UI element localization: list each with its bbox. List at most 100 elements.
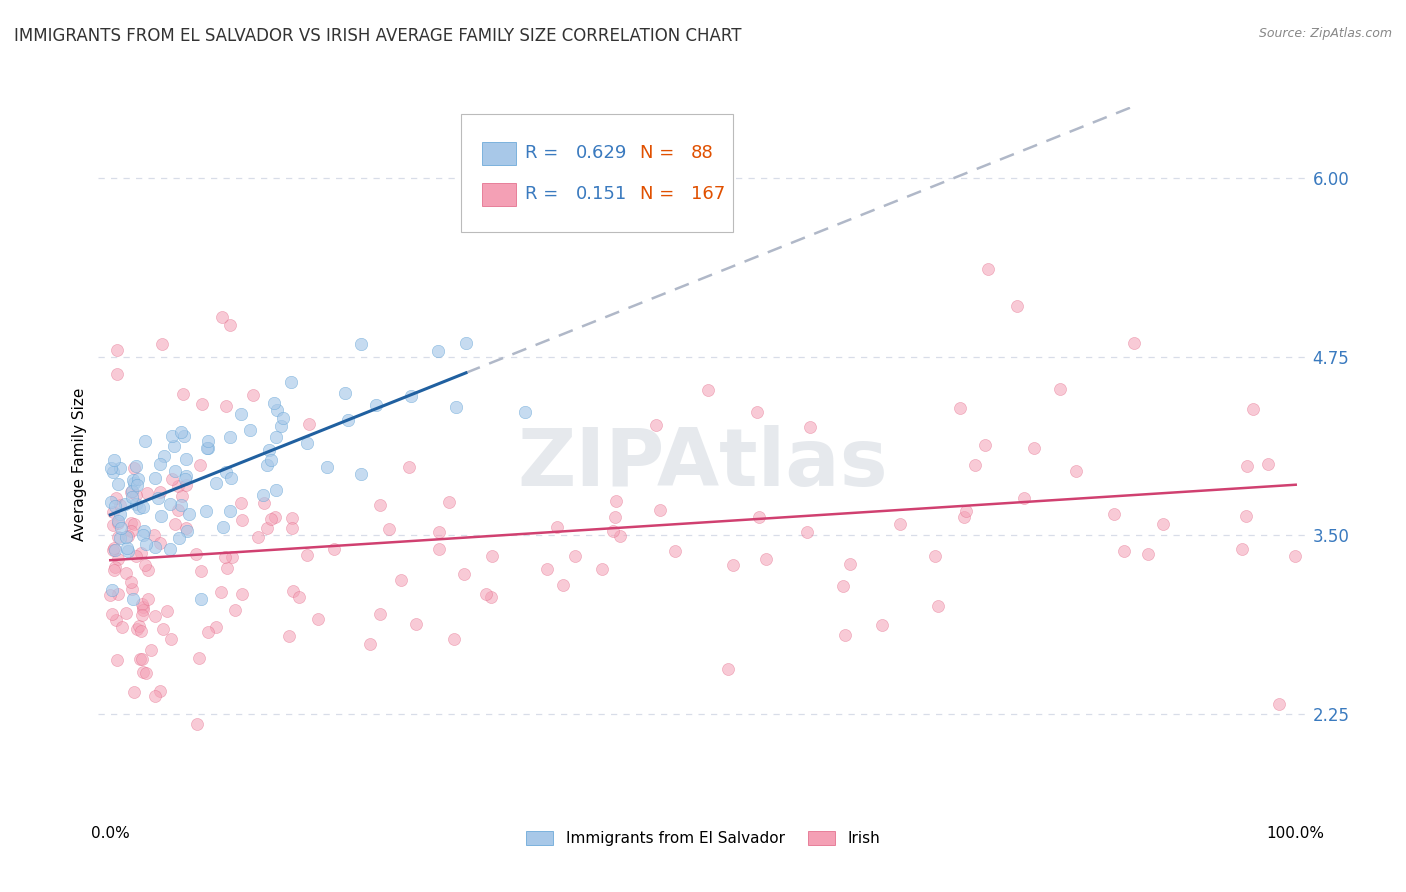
Point [924, 549, 946, 563]
Point [120, 516, 142, 530]
Point [101, 505, 124, 519]
Point [479, 591, 502, 605]
Point [121, 490, 143, 504]
Text: 167: 167 [690, 186, 725, 203]
Point [163, 439, 186, 453]
Point [125, 622, 148, 636]
Point [114, 497, 136, 511]
Point [454, 335, 477, 350]
Point [1137, 548, 1160, 562]
Point [122, 517, 145, 532]
Point [100, 461, 122, 475]
Point [104, 613, 127, 627]
Point [149, 536, 172, 550]
Point [134, 434, 156, 449]
Point [280, 376, 302, 390]
Point [166, 479, 188, 493]
Point [437, 494, 460, 508]
Point [156, 604, 179, 618]
Text: 88: 88 [690, 145, 714, 162]
Point [122, 476, 145, 491]
Point [399, 389, 422, 403]
Point [834, 628, 856, 642]
Point [350, 336, 373, 351]
Point [108, 507, 131, 521]
Point [134, 558, 156, 573]
Point [124, 685, 146, 699]
Point [197, 434, 219, 449]
Point [1049, 383, 1071, 397]
Point [195, 504, 218, 518]
Point [316, 459, 339, 474]
Point [135, 666, 157, 681]
Point [481, 549, 503, 564]
FancyBboxPatch shape [461, 114, 734, 232]
Point [104, 543, 127, 558]
Point [260, 512, 283, 526]
Point [288, 591, 311, 605]
Point [121, 483, 143, 498]
Point [336, 413, 359, 427]
Point [218, 504, 240, 518]
Point [129, 652, 152, 666]
Point [186, 716, 208, 731]
FancyBboxPatch shape [482, 142, 516, 165]
Point [107, 587, 129, 601]
Point [263, 509, 285, 524]
Point [188, 458, 211, 473]
Point [280, 511, 302, 525]
Point [163, 464, 186, 478]
Point [190, 397, 212, 411]
Point [247, 530, 270, 544]
Point [107, 530, 129, 544]
Point [283, 583, 305, 598]
Point [389, 573, 412, 587]
Point [174, 469, 197, 483]
Point [323, 541, 346, 556]
Point [143, 541, 166, 555]
Point [832, 579, 855, 593]
Point [602, 524, 624, 538]
Point [176, 478, 198, 492]
Point [103, 465, 125, 479]
Point [121, 592, 143, 607]
Point [195, 441, 218, 455]
Point [221, 550, 243, 565]
Point [103, 453, 125, 467]
Point [142, 528, 165, 542]
Point [377, 522, 399, 536]
Point [748, 510, 770, 524]
Point [839, 557, 862, 571]
Point [368, 498, 391, 512]
Point [136, 486, 159, 500]
Point [1012, 491, 1035, 505]
Point [1257, 457, 1279, 471]
Point [125, 459, 148, 474]
Point [955, 504, 977, 518]
Point [108, 498, 131, 512]
Point [111, 620, 134, 634]
Point [307, 612, 329, 626]
Point [170, 425, 193, 440]
Point [131, 651, 153, 665]
Point [104, 491, 127, 505]
Point [117, 544, 139, 558]
Point [129, 624, 152, 639]
Point [100, 495, 122, 509]
Point [105, 653, 128, 667]
Point [211, 310, 233, 324]
Point [239, 423, 262, 437]
Point [174, 472, 197, 486]
Point [98, 588, 121, 602]
Point [176, 524, 198, 538]
Point [364, 399, 387, 413]
Point [664, 543, 686, 558]
Point [101, 518, 124, 533]
Text: 0.629: 0.629 [576, 145, 627, 162]
Point [266, 403, 288, 417]
Point [170, 489, 193, 503]
Point [107, 516, 129, 530]
Point [205, 620, 228, 634]
Point [359, 636, 381, 650]
Point [179, 508, 201, 522]
